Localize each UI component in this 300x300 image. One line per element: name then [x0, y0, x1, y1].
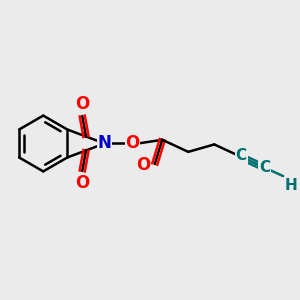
- Text: H: H: [285, 178, 298, 193]
- Text: O: O: [136, 156, 150, 174]
- Text: O: O: [125, 134, 140, 152]
- Text: N: N: [98, 134, 112, 152]
- Text: C: C: [259, 160, 270, 175]
- Text: O: O: [75, 174, 89, 192]
- Text: O: O: [75, 95, 89, 113]
- Text: C: C: [236, 148, 247, 163]
